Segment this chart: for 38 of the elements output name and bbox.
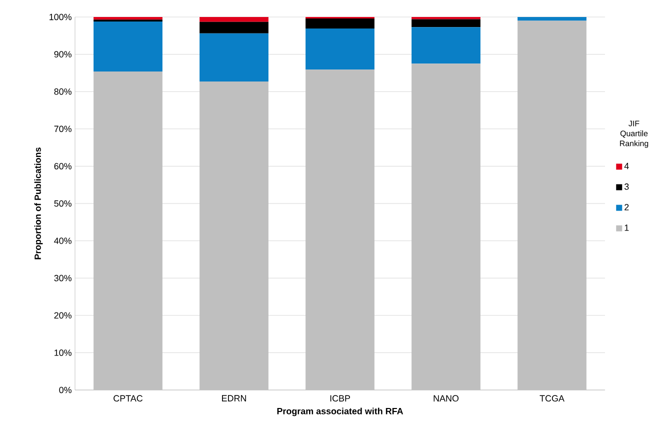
y-axis-title: Proportion of Publications bbox=[34, 148, 43, 260]
y-tick-label: 20% bbox=[54, 312, 72, 319]
bar bbox=[94, 71, 162, 390]
x-tick-label: CPTAC bbox=[114, 395, 143, 402]
x-tick-label: ICBP bbox=[330, 395, 350, 402]
y-tick-label: 50% bbox=[54, 200, 72, 207]
bar bbox=[306, 70, 374, 390]
y-tick-label: 60% bbox=[54, 163, 72, 170]
bar bbox=[518, 20, 586, 390]
x-tick-label: TCGA bbox=[540, 395, 564, 402]
y-tick-label: 40% bbox=[54, 238, 72, 244]
bar bbox=[200, 22, 268, 34]
bar bbox=[94, 16, 162, 20]
bar bbox=[306, 28, 374, 70]
x-axis-title: Program associated with RFA bbox=[277, 408, 404, 416]
bar bbox=[412, 64, 480, 390]
y-tick-label: 80% bbox=[54, 88, 72, 95]
bar bbox=[518, 16, 586, 21]
y-tick-label: 10% bbox=[54, 350, 72, 356]
bar bbox=[412, 27, 480, 64]
y-tick-label: 70% bbox=[54, 126, 72, 132]
bar bbox=[200, 16, 268, 22]
y-tick-label: 100% bbox=[50, 14, 72, 20]
legend-label: 4 bbox=[624, 162, 629, 170]
y-tick-label: 90% bbox=[54, 51, 72, 58]
y-tick-label: 30% bbox=[54, 274, 72, 282]
legend-label: 1 bbox=[624, 224, 629, 231]
legend-label: 2 bbox=[624, 204, 629, 210]
legend-label: 3 bbox=[624, 183, 629, 190]
bar bbox=[412, 19, 480, 28]
x-tick-label: NANO bbox=[434, 395, 459, 402]
bar bbox=[412, 16, 480, 20]
bar bbox=[200, 33, 268, 82]
x-tick-label: EDRN bbox=[222, 395, 246, 402]
bar bbox=[94, 21, 162, 72]
bar bbox=[200, 82, 268, 390]
bar bbox=[306, 18, 374, 29]
y-tick-label: 0% bbox=[59, 386, 72, 394]
